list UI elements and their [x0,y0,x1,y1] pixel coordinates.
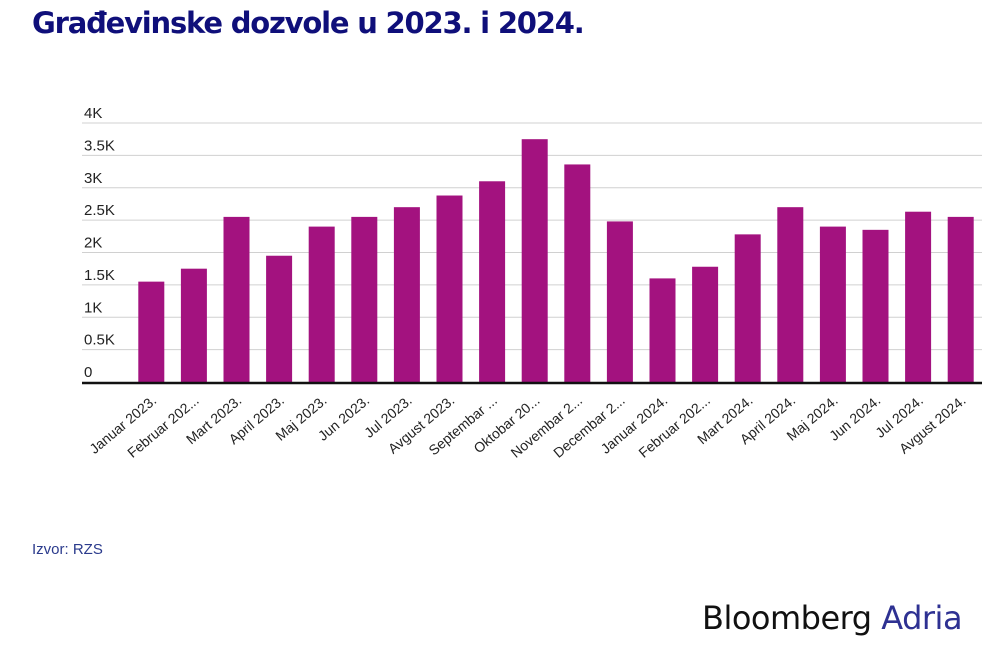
bar [436,195,463,382]
bar [649,278,676,382]
y-tick-label: 4K [84,105,102,122]
y-tick-label: 2K [84,235,102,252]
bar [606,221,633,382]
bar [862,229,889,382]
logo-sub: Adria [881,599,963,637]
y-tick-label: 1K [84,299,102,316]
y-tick-label: 3K [84,170,102,187]
y-tick-label: 0 [84,364,92,381]
bar [734,234,761,382]
bar [308,226,335,382]
bar [905,211,932,382]
bar [351,216,378,382]
logo-brand: Bloomberg [702,599,872,637]
y-tick-label: 2.5K [84,202,115,219]
chart-title: Građevinske dozvole u 2023. i 2024. [32,6,585,40]
bars [138,139,974,382]
bar [479,181,506,382]
bar [223,216,250,382]
bar [393,207,420,382]
bar [521,139,548,382]
bar [266,255,293,382]
bar [564,164,591,382]
bar-chart: 0 0.5K 1K 1.5K 2K 2.5K 3K 3.5K 4K Januar 2023.Fe… [82,105,982,461]
bloomberg-adria-logo: Bloomberg Adria [702,599,963,637]
bar [180,268,207,382]
source-note: Izvor: RZS [32,541,103,558]
bar [138,281,165,382]
y-axis-tick-labels: 0 0.5K 1K 1.5K 2K 2.5K 3K 3.5K 4K [84,105,115,381]
bar [947,216,974,382]
y-tick-label: 3.5K [84,137,115,154]
x-axis-tick-labels: Januar 2023.Februar 202...Mart 2023.Apri… [86,392,968,461]
bar [819,226,846,382]
bar [777,207,804,382]
y-tick-label: 1.5K [84,267,115,284]
bar [692,266,719,382]
y-tick-label: 0.5K [84,332,115,349]
